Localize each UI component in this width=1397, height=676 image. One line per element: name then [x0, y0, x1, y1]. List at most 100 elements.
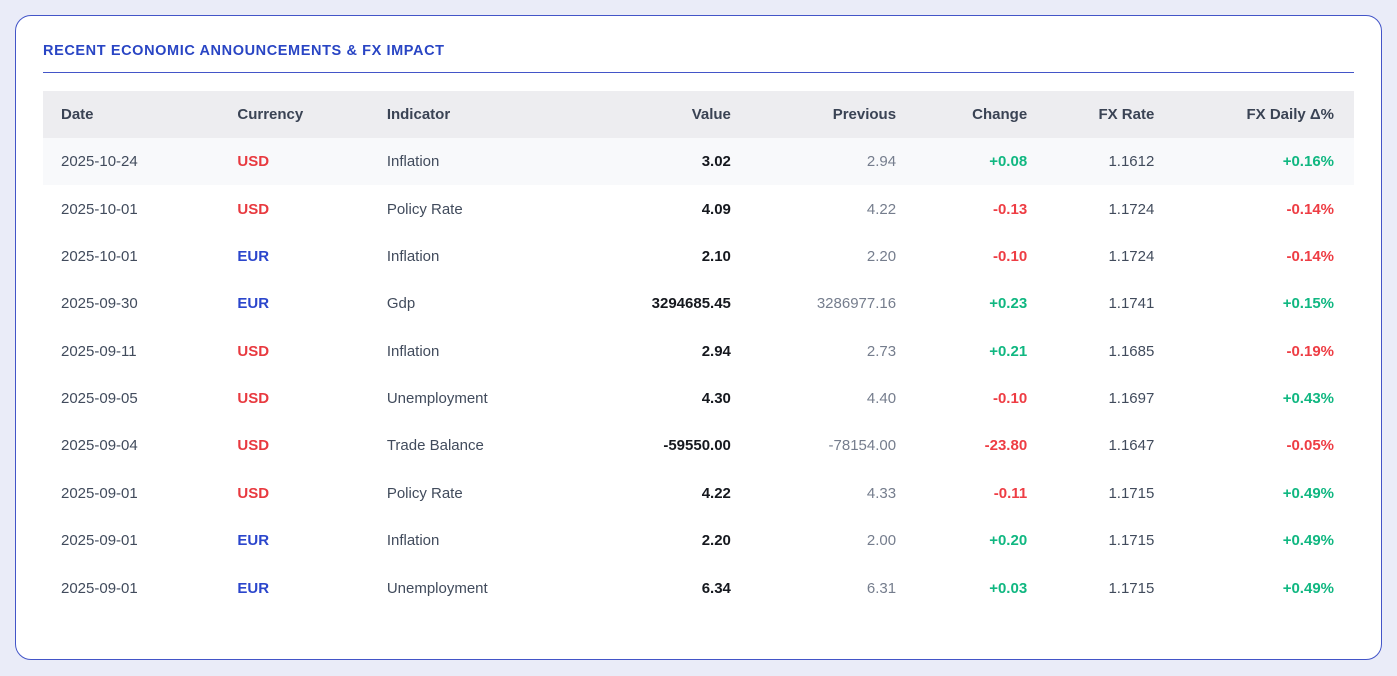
- fx_rate-cell: 1.1715: [1108, 484, 1155, 502]
- date-cell: 2025-09-04: [61, 437, 138, 455]
- fx_rate-cell: 1.1612: [1108, 153, 1155, 171]
- date-cell: 2025-09-01: [61, 532, 138, 550]
- previous-cell: 2.20: [866, 247, 897, 265]
- currency-cell: USD: [237, 390, 270, 408]
- currency-cell: EUR: [237, 247, 270, 265]
- change-cell: -23.80: [984, 437, 1028, 455]
- indicator-cell: Gdp: [386, 295, 416, 313]
- currency-cell: USD: [237, 437, 270, 455]
- fx_daily-cell: +0.15%: [1282, 295, 1334, 313]
- table-row: 2025-09-04 USD Trade Balance -59550.00 -7815…: [43, 422, 1354, 469]
- fx_rate-cell: 1.1715: [1108, 579, 1155, 597]
- change-cell: +0.23: [989, 295, 1028, 313]
- fx_daily-cell: +0.16%: [1282, 153, 1334, 171]
- fx_daily-cell: -0.14%: [1286, 200, 1334, 218]
- fx_rate-cell: 1.1685: [1108, 342, 1155, 360]
- value-cell: 4.22: [701, 484, 731, 502]
- column-header-change: Change: [972, 106, 1028, 123]
- previous-cell: 3286977.16: [816, 295, 897, 313]
- change-cell: +0.21: [989, 342, 1028, 360]
- indicator-cell: Trade Balance: [386, 437, 484, 455]
- value-cell: -59550.00: [663, 437, 731, 455]
- column-header-value: Value: [691, 106, 731, 123]
- indicator-cell: Unemployment: [386, 579, 488, 597]
- column-header-date: Date: [61, 106, 94, 123]
- previous-cell: 2.94: [866, 153, 897, 171]
- previous-cell: 4.40: [866, 390, 897, 408]
- value-cell: 2.94: [701, 342, 731, 360]
- indicator-cell: Inflation: [386, 342, 440, 360]
- currency-cell: EUR: [237, 532, 270, 550]
- date-cell: 2025-09-05: [61, 390, 138, 408]
- fx_daily-cell: +0.49%: [1282, 579, 1334, 597]
- previous-cell: 6.31: [866, 579, 897, 597]
- currency-cell: USD: [237, 342, 270, 360]
- change-cell: -0.11: [993, 484, 1028, 502]
- table-row: 2025-09-30 EUR Gdp 3294685.45 3286977.16 +0.2…: [43, 280, 1354, 327]
- value-cell: 3.02: [701, 153, 731, 171]
- previous-cell: 2.73: [866, 342, 897, 360]
- fx_daily-cell: +0.49%: [1282, 532, 1334, 550]
- column-header-fx_daily: FX Daily Δ%: [1246, 106, 1334, 123]
- previous-cell: 4.22: [866, 200, 897, 218]
- value-cell: 4.30: [701, 390, 731, 408]
- indicator-cell: Policy Rate: [386, 200, 463, 218]
- indicator-cell: Unemployment: [386, 390, 488, 408]
- table-body: 2025-10-24 USD Inflation 3.02 2.94 +0.08 1.161…: [43, 138, 1354, 612]
- fx_rate-cell: 1.1724: [1108, 247, 1155, 265]
- change-cell: +0.03: [989, 579, 1028, 597]
- table-row: 2025-09-01 USD Policy Rate 4.22 4.33 -0.11 1.1…: [43, 470, 1354, 517]
- indicator-cell: Inflation: [386, 153, 440, 171]
- date-cell: 2025-10-24: [61, 153, 138, 171]
- currency-cell: EUR: [237, 295, 270, 313]
- change-cell: +0.08: [989, 153, 1028, 171]
- fx_daily-cell: -0.19%: [1286, 342, 1334, 360]
- change-cell: +0.20: [989, 532, 1028, 550]
- fx_daily-cell: -0.05%: [1286, 437, 1334, 455]
- column-header-indicator: Indicator: [386, 106, 451, 123]
- value-cell: 2.10: [701, 247, 731, 265]
- currency-cell: USD: [237, 484, 270, 502]
- fx_daily-cell: -0.14%: [1286, 247, 1334, 265]
- fx_daily-cell: +0.43%: [1282, 390, 1334, 408]
- table-row: 2025-09-11 USD Inflation 2.94 2.73 +0.21 1.168…: [43, 328, 1354, 375]
- title-divider: [43, 72, 1354, 73]
- value-cell: 6.34: [701, 579, 731, 597]
- announcements-table: Date Currency Indicator Value Previous Change…: [43, 91, 1354, 612]
- indicator-cell: Policy Rate: [386, 484, 463, 502]
- fx_daily-cell: +0.49%: [1282, 484, 1334, 502]
- column-header-fx_rate: FX Rate: [1098, 106, 1155, 123]
- table-row: 2025-09-01 EUR Inflation 2.20 2.00 +0.20 1.171…: [43, 517, 1354, 564]
- indicator-cell: Inflation: [386, 532, 440, 550]
- table-row: 2025-10-01 USD Policy Rate 4.09 4.22 -0.13 1.1…: [43, 185, 1354, 232]
- announcements-card: RECENT ECONOMIC ANNOUNCEMENTS & FX IMPAC…: [15, 15, 1382, 660]
- table-row: 2025-10-01 EUR Inflation 2.10 2.20 -0.10 1.172…: [43, 233, 1354, 280]
- table-header-row: Date Currency Indicator Value Previous Change…: [43, 91, 1354, 138]
- table-header: Date Currency Indicator Value Previous Change…: [43, 91, 1354, 138]
- fx_rate-cell: 1.1724: [1108, 200, 1155, 218]
- previous-cell: 2.00: [866, 532, 897, 550]
- date-cell: 2025-10-01: [61, 247, 138, 265]
- table-row: 2025-09-01 EUR Unemployment 6.34 6.31 +0.03 1.…: [43, 564, 1354, 611]
- value-cell: 3294685.45: [651, 295, 731, 313]
- previous-cell: 4.33: [866, 484, 897, 502]
- column-header-currency: Currency: [237, 106, 304, 123]
- date-cell: 2025-09-01: [61, 579, 138, 597]
- table-row: 2025-10-24 USD Inflation 3.02 2.94 +0.08 1.161…: [43, 138, 1354, 186]
- table-row: 2025-09-05 USD Unemployment 4.30 4.40 -0.10 1.…: [43, 375, 1354, 422]
- currency-cell: USD: [237, 200, 270, 218]
- card-title: RECENT ECONOMIC ANNOUNCEMENTS & FX IMPAC…: [43, 43, 445, 59]
- previous-cell: -78154.00: [828, 437, 897, 455]
- date-cell: 2025-09-30: [61, 295, 138, 313]
- fx_rate-cell: 1.1715: [1108, 532, 1155, 550]
- change-cell: -0.10: [992, 390, 1028, 408]
- column-header-previous: Previous: [832, 106, 897, 123]
- indicator-cell: Inflation: [386, 247, 440, 265]
- date-cell: 2025-10-01: [61, 200, 138, 218]
- date-cell: 2025-09-11: [61, 342, 137, 360]
- value-cell: 2.20: [701, 532, 731, 550]
- currency-cell: EUR: [237, 579, 270, 597]
- currency-cell: USD: [237, 153, 270, 171]
- fx_rate-cell: 1.1697: [1108, 390, 1155, 408]
- value-cell: 4.09: [701, 200, 731, 218]
